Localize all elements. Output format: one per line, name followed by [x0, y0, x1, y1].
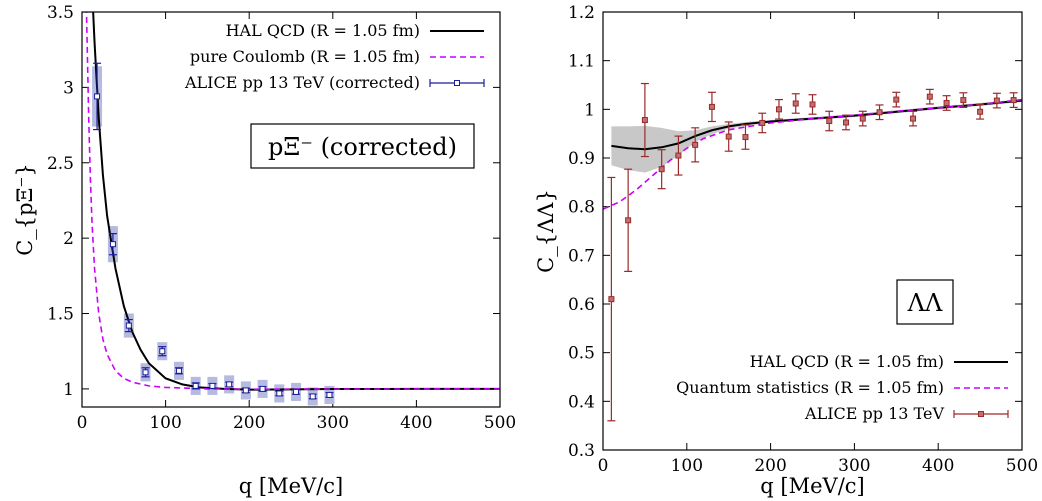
data-point	[226, 381, 233, 388]
legend-swatch-point	[978, 411, 984, 417]
data-point	[625, 217, 632, 224]
data-point	[692, 141, 699, 148]
data-point	[109, 241, 116, 248]
data-point	[293, 388, 300, 395]
legend-label: HAL QCD (R = 1.05 fm)	[750, 352, 944, 371]
data-point	[309, 393, 316, 400]
y-tick-label: 1.1	[568, 52, 595, 72]
data-point	[641, 117, 648, 124]
legend-label: HAL QCD (R = 1.05 fm)	[226, 21, 420, 40]
data-point	[725, 133, 732, 140]
data-point	[675, 152, 682, 159]
x-axis-label: q [MeV/c]	[239, 474, 343, 498]
x-tick-label: 200	[233, 413, 265, 433]
y-tick-label: 2	[63, 229, 74, 249]
y-tick-label: 1	[63, 380, 74, 400]
x-tick-label: 400	[922, 456, 954, 476]
data-point	[159, 348, 166, 355]
data-point	[859, 115, 866, 122]
x-tick-label: 400	[400, 413, 432, 433]
model-band	[611, 99, 1022, 173]
annotation-box	[250, 123, 475, 169]
x-axis-label: q [MeV/c]	[760, 474, 864, 498]
data-point	[326, 391, 333, 398]
x-tick-label: 0	[598, 456, 609, 476]
data-point	[608, 296, 615, 303]
y-tick-label: 0.8	[568, 198, 595, 218]
x-tick-label: 100	[671, 456, 703, 476]
data-point	[926, 93, 933, 100]
annotation-label: ΛΛ	[907, 289, 943, 317]
data-point	[94, 93, 101, 100]
y-tick-label: 0.6	[568, 295, 595, 315]
y-tick-label: 3	[63, 78, 74, 98]
x-tick-label: 200	[754, 456, 786, 476]
data-point	[192, 382, 199, 389]
x-tick-label: 300	[317, 413, 349, 433]
legend-swatch-point	[454, 80, 460, 86]
x-tick-label: 500	[484, 413, 516, 433]
data-point	[742, 134, 749, 141]
data-point	[708, 103, 715, 110]
series-line	[611, 99, 1022, 151]
data-point	[775, 106, 782, 113]
plot-area	[603, 82, 1022, 422]
data-point	[759, 119, 766, 126]
data-point	[993, 97, 1000, 104]
data-point	[977, 108, 984, 115]
series-line	[92, 12, 500, 391]
data-point	[259, 385, 266, 392]
data-point	[960, 97, 967, 104]
data-point	[809, 101, 816, 108]
legend-label: pure Coulomb (R = 1.05 fm)	[190, 47, 420, 66]
y-tick-label: 1.5	[47, 305, 74, 325]
data-point	[910, 115, 917, 122]
y-tick-label: 0.5	[568, 344, 595, 364]
y-tick-label: 0.4	[568, 392, 595, 412]
annotation-box	[896, 279, 954, 325]
x-tick-label: 0	[77, 413, 88, 433]
data-point	[843, 119, 850, 126]
data-point	[1010, 97, 1017, 104]
y-tick-label: 0.7	[568, 246, 595, 266]
data-point	[658, 166, 665, 173]
x-tick-label: 300	[838, 456, 870, 476]
legend-label: Quantum statistics (R = 1.05 fm)	[676, 378, 944, 397]
data-point	[826, 118, 833, 125]
data-point	[125, 322, 132, 329]
y-tick-label: 0.9	[568, 149, 595, 169]
y-axis-label: C_{ΛΛ}	[534, 189, 558, 273]
data-point	[943, 100, 950, 107]
series-dashed-line	[85, 12, 500, 391]
y-tick-label: 1	[584, 100, 595, 120]
plot-frame	[602, 11, 1023, 451]
data-point	[142, 369, 149, 376]
legend-label: ALICE pp 13 TeV (corrected)	[184, 73, 420, 92]
data-point	[792, 100, 799, 107]
chart-right: 0 100 200 300 400 500 0.3 0.4 0.5 0.6 0.7 0.8 0.9 1 1.…	[534, 3, 1038, 498]
data-point	[242, 387, 249, 394]
legend-label: ALICE pp 13 TeV	[804, 404, 944, 423]
data-point	[876, 109, 883, 116]
annotation-label: pΞ⁻ (corrected)	[268, 133, 457, 161]
plot-area	[85, 12, 500, 406]
chart-left: 0 100 200 300 400 500 1 1.5 2 2.5 3 3.5 q [MeV/c] C_{…	[13, 3, 516, 498]
y-tick-label: 2.5	[47, 154, 74, 174]
data-point	[893, 96, 900, 103]
y-axis-label: C_{pΞ⁻}	[13, 163, 37, 256]
data-point	[276, 390, 283, 397]
data-point	[175, 367, 182, 374]
y-tick-label: 0.3	[568, 441, 595, 461]
y-tick-label: 1.2	[568, 3, 595, 23]
x-tick-label: 100	[149, 413, 181, 433]
x-tick-label: 500	[1006, 456, 1038, 476]
y-tick-label: 3.5	[47, 3, 74, 23]
plot-frame	[81, 11, 501, 408]
data-point	[209, 382, 216, 389]
